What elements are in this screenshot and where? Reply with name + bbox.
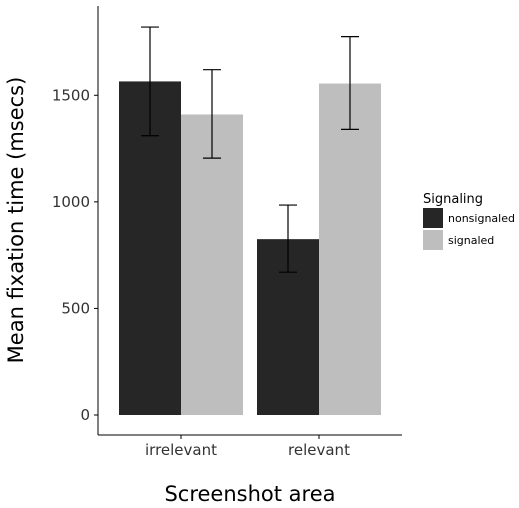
x-tick-label: relevant	[288, 441, 350, 459]
y-tick-label: 500	[61, 299, 90, 317]
legend-title: Signaling	[423, 192, 483, 207]
bar-nonsignaled-irrelevant	[119, 81, 181, 415]
legend-key-signaled	[423, 230, 443, 250]
y-tick-label: 1500	[52, 86, 90, 104]
bar-signaled-irrelevant	[181, 114, 243, 416]
legend-label-nonsignaled: nonsignaled	[448, 212, 515, 225]
x-axis-title: Screenshot area	[164, 482, 335, 506]
x-ticks: irrelevant relevant	[145, 435, 350, 459]
y-tick-label: 1000	[52, 193, 90, 211]
y-tick-label: 0	[80, 406, 90, 424]
legend-label-signaled: signaled	[448, 234, 494, 247]
bars-layer	[119, 81, 381, 416]
x-tick-label: irrelevant	[145, 441, 217, 459]
bar-signaled-relevant	[319, 83, 381, 415]
legend: Signaling nonsignaled signaled	[423, 192, 515, 250]
errorbars-layer	[141, 26, 359, 273]
y-ticks: 0 500 1000 1500	[52, 86, 98, 424]
legend-key-nonsignaled	[423, 208, 443, 228]
y-axis-title: Mean fixation time (msecs)	[4, 77, 28, 364]
